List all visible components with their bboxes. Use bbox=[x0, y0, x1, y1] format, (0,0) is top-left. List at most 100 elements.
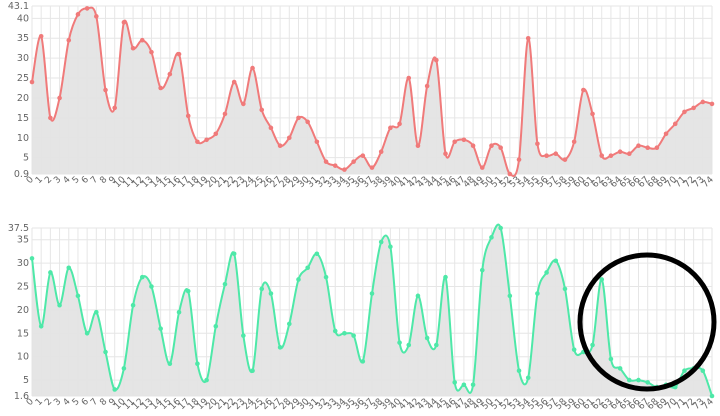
data-point[interactable] bbox=[332, 328, 338, 334]
data-point[interactable] bbox=[112, 105, 118, 111]
data-point[interactable] bbox=[38, 33, 44, 39]
data-point[interactable] bbox=[599, 277, 605, 282]
data-point[interactable] bbox=[158, 85, 163, 91]
data-point[interactable] bbox=[700, 99, 706, 105]
data-point[interactable] bbox=[479, 165, 485, 170]
data-point[interactable] bbox=[443, 151, 448, 156]
data-point[interactable] bbox=[378, 239, 384, 245]
data-point[interactable] bbox=[48, 270, 53, 275]
data-point[interactable] bbox=[213, 131, 219, 137]
data-point[interactable] bbox=[94, 309, 99, 315]
data-point[interactable] bbox=[94, 14, 99, 19]
data-point[interactable] bbox=[121, 366, 127, 371]
data-point[interactable] bbox=[360, 153, 366, 158]
data-point[interactable] bbox=[617, 366, 623, 371]
data-point[interactable] bbox=[645, 145, 650, 151]
data-point[interactable] bbox=[305, 119, 310, 125]
data-point[interactable] bbox=[470, 382, 476, 388]
data-point[interactable] bbox=[176, 309, 182, 315]
data-point[interactable] bbox=[277, 345, 283, 350]
data-point[interactable] bbox=[103, 349, 108, 355]
data-point[interactable] bbox=[498, 145, 503, 151]
data-point[interactable] bbox=[617, 149, 623, 155]
data-point[interactable] bbox=[204, 377, 209, 383]
data-point[interactable] bbox=[231, 79, 237, 85]
data-point[interactable] bbox=[250, 368, 255, 374]
data-point[interactable] bbox=[369, 165, 375, 170]
data-point[interactable] bbox=[185, 113, 191, 119]
data-point[interactable] bbox=[222, 111, 228, 117]
data-point[interactable] bbox=[415, 293, 421, 299]
data-point[interactable] bbox=[553, 258, 559, 264]
data-point[interactable] bbox=[590, 111, 595, 117]
data-point[interactable] bbox=[222, 281, 228, 287]
data-point[interactable] bbox=[525, 35, 531, 41]
data-point[interactable] bbox=[397, 121, 402, 127]
data-point[interactable] bbox=[544, 153, 549, 158]
data-point[interactable] bbox=[103, 87, 108, 93]
data-point[interactable] bbox=[599, 153, 605, 158]
data-point[interactable] bbox=[149, 284, 154, 289]
data-point[interactable] bbox=[691, 105, 696, 111]
data-point[interactable] bbox=[388, 244, 393, 250]
data-point[interactable] bbox=[231, 251, 237, 257]
data-point[interactable] bbox=[535, 141, 540, 147]
data-point[interactable] bbox=[470, 143, 476, 149]
data-point[interactable] bbox=[66, 265, 72, 271]
data-point[interactable] bbox=[305, 265, 310, 271]
data-point[interactable] bbox=[241, 333, 246, 338]
data-point[interactable] bbox=[424, 83, 430, 89]
data-point[interactable] bbox=[645, 380, 650, 385]
data-point[interactable] bbox=[626, 377, 632, 383]
data-point[interactable] bbox=[296, 277, 301, 282]
data-point[interactable] bbox=[277, 143, 283, 149]
data-point[interactable] bbox=[314, 139, 320, 145]
data-point[interactable] bbox=[590, 342, 595, 348]
data-point[interactable] bbox=[682, 368, 687, 374]
data-point[interactable] bbox=[351, 333, 356, 338]
data-point[interactable] bbox=[158, 326, 163, 331]
data-point[interactable] bbox=[286, 135, 292, 141]
data-point[interactable] bbox=[241, 101, 246, 107]
data-point[interactable] bbox=[636, 143, 641, 149]
data-point[interactable] bbox=[29, 256, 35, 261]
data-point[interactable] bbox=[516, 157, 522, 162]
data-point[interactable] bbox=[342, 330, 347, 336]
data-point[interactable] bbox=[525, 375, 531, 381]
data-point[interactable] bbox=[571, 347, 577, 352]
data-point[interactable] bbox=[553, 151, 559, 156]
data-point[interactable] bbox=[406, 342, 412, 348]
data-point[interactable] bbox=[562, 157, 568, 162]
data-point[interactable] bbox=[369, 291, 375, 296]
data-point[interactable] bbox=[406, 75, 412, 81]
data-point[interactable] bbox=[571, 139, 577, 145]
data-point[interactable] bbox=[57, 95, 62, 101]
data-point[interactable] bbox=[323, 274, 329, 280]
data-point[interactable] bbox=[672, 121, 678, 127]
data-point[interactable] bbox=[167, 361, 173, 367]
data-point[interactable] bbox=[250, 65, 255, 71]
data-point[interactable] bbox=[121, 20, 127, 25]
data-point[interactable] bbox=[709, 101, 715, 107]
data-point[interactable] bbox=[709, 393, 715, 399]
data-point[interactable] bbox=[434, 342, 439, 348]
data-point[interactable] bbox=[268, 291, 274, 296]
data-point[interactable] bbox=[461, 137, 467, 143]
data-point[interactable] bbox=[479, 267, 485, 273]
data-point[interactable] bbox=[397, 340, 402, 345]
data-point[interactable] bbox=[388, 125, 393, 131]
data-point[interactable] bbox=[489, 143, 494, 149]
data-point[interactable] bbox=[682, 109, 687, 115]
data-point[interactable] bbox=[84, 330, 90, 336]
data-point[interactable] bbox=[378, 149, 384, 155]
data-point[interactable] bbox=[544, 270, 549, 275]
data-point[interactable] bbox=[84, 6, 90, 11]
data-point[interactable] bbox=[195, 139, 200, 145]
data-point[interactable] bbox=[112, 387, 118, 392]
data-point[interactable] bbox=[608, 153, 614, 158]
data-point[interactable] bbox=[286, 321, 292, 327]
data-point[interactable] bbox=[185, 288, 191, 294]
data-point[interactable] bbox=[516, 368, 522, 374]
data-point[interactable] bbox=[167, 71, 173, 77]
data-point[interactable] bbox=[535, 291, 540, 296]
